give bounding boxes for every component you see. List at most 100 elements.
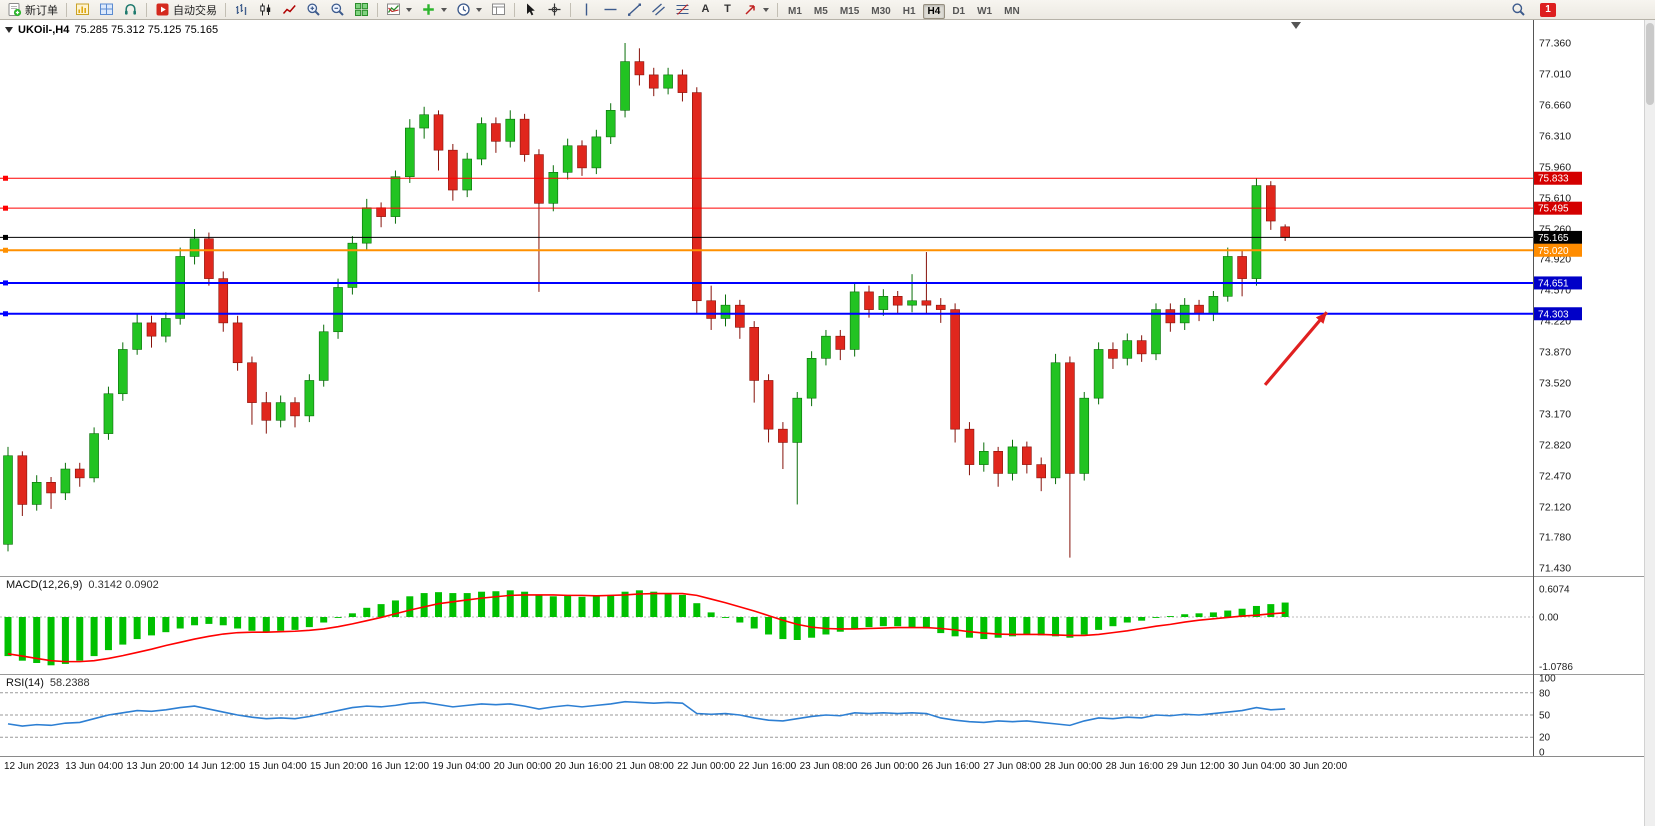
- macd-bar: [18, 617, 26, 661]
- time-axis-label: 19 Jun 04:00: [432, 761, 491, 772]
- bar-chart-mode-button[interactable]: [230, 0, 253, 20]
- candle: [849, 291, 860, 350]
- autotrading-button[interactable]: 自动交易: [151, 0, 221, 20]
- macd-bar: [1267, 604, 1275, 617]
- line-chart-mode-button[interactable]: [278, 0, 301, 20]
- horizontal-line-tool-button[interactable]: [599, 0, 622, 20]
- cursor-button[interactable]: [519, 0, 542, 20]
- macd-bar: [879, 617, 887, 627]
- candlestick-mode-button[interactable]: [254, 0, 277, 20]
- candle: [792, 397, 803, 443]
- new-chart-button[interactable]: [71, 0, 94, 20]
- candle: [935, 304, 946, 310]
- macd-bar: [320, 617, 328, 623]
- candle: [132, 322, 142, 350]
- macd-bar: [894, 617, 902, 627]
- candle: [175, 256, 185, 319]
- rsi-axis-tick: 20: [1539, 733, 1551, 744]
- line-handle[interactable]: [3, 280, 8, 286]
- candle: [806, 358, 817, 399]
- candle: [778, 428, 788, 443]
- arrow-annotation[interactable]: [1263, 311, 1328, 386]
- candle: [691, 92, 702, 302]
- label-tool-button[interactable]: T: [717, 0, 738, 20]
- candle: [491, 123, 501, 142]
- macd-bar: [664, 593, 672, 617]
- macd-bar: [1252, 605, 1260, 617]
- line-handle[interactable]: [3, 247, 8, 253]
- vertical-scrollbar[interactable]: [1644, 20, 1655, 826]
- timeframe-button-H1[interactable]: H1: [902, 5, 916, 17]
- time-axis-label: 15 Jun 04:00: [248, 761, 307, 772]
- line-handle[interactable]: [3, 234, 8, 240]
- candle: [247, 362, 257, 403]
- macd-bar: [1066, 617, 1074, 638]
- time-axis-label: 22 Jun 16:00: [738, 761, 797, 772]
- trendline-tool-button[interactable]: [623, 0, 646, 20]
- macd-bar: [1023, 617, 1031, 635]
- vertical-line-tool-button[interactable]: [575, 0, 598, 20]
- line-handle[interactable]: [3, 175, 8, 181]
- macd-bar: [1109, 617, 1117, 627]
- arrow-head: [1315, 312, 1327, 324]
- macd-bar: [420, 593, 428, 617]
- new-order-button[interactable]: 新订单: [3, 0, 62, 20]
- macd-signal-line: [7, 592, 1286, 663]
- timeframe-button-M5[interactable]: M5: [813, 5, 828, 17]
- macd-bar: [4, 617, 12, 657]
- line-handle[interactable]: [3, 205, 8, 211]
- macd-bar: [607, 594, 615, 617]
- price-axis-tick: 75.960: [1539, 161, 1571, 173]
- channel-tool-button[interactable]: [647, 0, 670, 20]
- timeframe-button-M30[interactable]: M30: [871, 5, 891, 17]
- candle: [1007, 446, 1018, 474]
- timeframe-button-M1[interactable]: M1: [788, 5, 802, 17]
- candle: [749, 327, 760, 381]
- candle: [433, 114, 444, 151]
- macd-panel-canvas[interactable]: 0.6074 0.00 -1.0786: [0, 576, 1644, 674]
- rsi-panel-canvas[interactable]: 100 80 50 20 0: [0, 674, 1644, 756]
- timeframe-button-M15[interactable]: M15: [839, 5, 860, 17]
- timeframe-button-MN[interactable]: MN: [1004, 5, 1020, 17]
- shapes-tool-button[interactable]: [739, 0, 773, 20]
- scrollbar-thumb[interactable]: [1646, 23, 1654, 105]
- market-watch-button[interactable]: [119, 0, 142, 20]
- zoom-out-button[interactable]: [326, 0, 349, 20]
- indicators-button[interactable]: [382, 0, 416, 20]
- fibonacci-tool-button[interactable]: [671, 0, 694, 20]
- add-indicator-button[interactable]: [417, 0, 451, 20]
- search-button[interactable]: [1507, 0, 1530, 20]
- one-click-trading-icon[interactable]: [5, 27, 13, 33]
- chart-shift-marker[interactable]: [1291, 22, 1301, 29]
- timeframe-button-D1[interactable]: D1: [952, 5, 966, 17]
- candle: [74, 468, 85, 479]
- crosshair-button[interactable]: [543, 0, 566, 20]
- candle: [419, 114, 429, 129]
- notification-badge[interactable]: 1: [1540, 2, 1556, 17]
- tile-windows-button[interactable]: [350, 0, 373, 20]
- zoom-in-button[interactable]: [302, 0, 325, 20]
- price-tag-label: 75.833: [1538, 174, 1569, 185]
- line-handle[interactable]: [3, 311, 8, 317]
- time-axis[interactable]: 12 Jun 2023 13 Jun 04:00 13 Jun 20:00 14 Ju…: [0, 756, 1644, 826]
- candle: [1136, 340, 1147, 355]
- macd-bar: [1209, 612, 1217, 617]
- macd-bar: [908, 617, 916, 628]
- time-axis-label: 13 Jun 20:00: [126, 761, 185, 772]
- candle: [763, 380, 774, 430]
- macd-bar: [363, 607, 371, 617]
- new-order-icon: [8, 3, 22, 17]
- timeframe-button-H4[interactable]: H4: [922, 3, 946, 19]
- text-tool-button[interactable]: A: [695, 0, 716, 20]
- candle: [261, 402, 272, 421]
- period-clock-button[interactable]: [452, 0, 486, 20]
- profiles-button[interactable]: [95, 0, 118, 20]
- main-chart-canvas[interactable]: 77.360 77.010 76.660 76.310 75.960 75.610 75.2…: [0, 20, 1644, 576]
- rsi-name: RSI(14): [6, 677, 44, 689]
- macd-bar: [1080, 617, 1088, 635]
- timeframe-button-W1[interactable]: W1: [977, 5, 993, 17]
- templates-button[interactable]: [487, 0, 510, 20]
- vertical-line-icon: [585, 3, 588, 16]
- price-axis-tick: 72.120: [1539, 502, 1571, 514]
- price-tag: [1534, 243, 1582, 257]
